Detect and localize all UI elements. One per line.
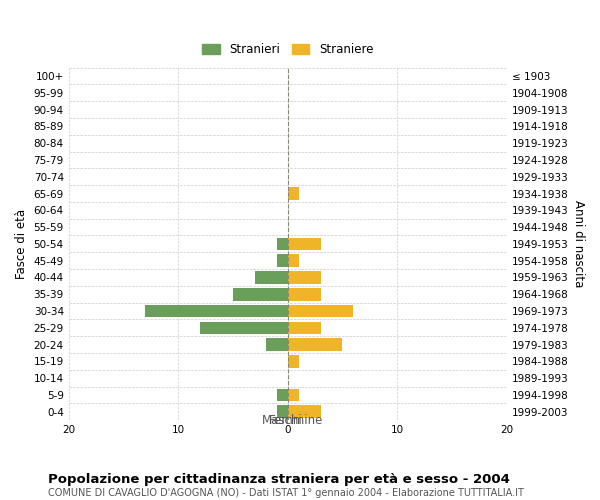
Bar — [287, 406, 320, 418]
Bar — [266, 338, 287, 351]
Legend: Stranieri, Straniere: Stranieri, Straniere — [197, 38, 378, 60]
Bar — [233, 288, 287, 300]
Bar — [287, 271, 320, 283]
Bar — [287, 238, 320, 250]
Text: Maschi: Maschi — [262, 414, 302, 427]
Bar — [277, 388, 287, 402]
Bar — [287, 288, 320, 300]
Bar — [255, 271, 287, 283]
Bar — [287, 355, 299, 368]
Bar — [287, 304, 353, 318]
Bar — [277, 238, 287, 250]
Text: Popolazione per cittadinanza straniera per età e sesso - 2004: Popolazione per cittadinanza straniera p… — [48, 472, 510, 486]
Text: Femmine: Femmine — [269, 414, 323, 427]
Text: COMUNE DI CAVAGLIO D'AGOGNA (NO) - Dati ISTAT 1° gennaio 2004 - Elaborazione TUT: COMUNE DI CAVAGLIO D'AGOGNA (NO) - Dati … — [48, 488, 524, 498]
Bar — [145, 304, 287, 318]
Bar — [287, 254, 299, 267]
Y-axis label: Fasce di età: Fasce di età — [15, 209, 28, 279]
Bar — [200, 322, 287, 334]
Bar — [287, 322, 320, 334]
Bar — [287, 388, 299, 402]
Bar — [277, 406, 287, 418]
Y-axis label: Anni di nascita: Anni di nascita — [572, 200, 585, 288]
Bar — [287, 338, 343, 351]
Bar — [277, 254, 287, 267]
Bar — [287, 187, 299, 200]
